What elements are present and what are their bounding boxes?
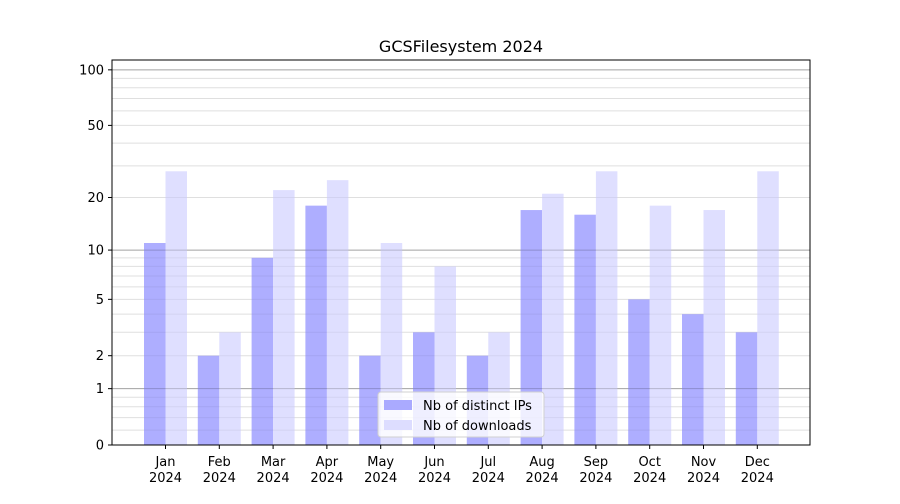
x-tick-label: 2024 — [364, 471, 397, 486]
x-tick-label: Jun — [423, 455, 444, 470]
y-tick-label: 2 — [96, 349, 104, 364]
bar-distinct-ips — [682, 314, 704, 445]
legend-box — [377, 391, 545, 438]
bar-downloads — [326, 180, 349, 445]
legend-label: Nb of downloads — [423, 419, 532, 434]
x-tick-label: May — [367, 455, 394, 470]
bar-distinct-ips — [197, 355, 220, 445]
x-tick-label: Aug — [529, 455, 554, 470]
x-tick-label: Apr — [316, 455, 339, 470]
x-tick-label: 2024 — [579, 471, 612, 486]
axes-frame — [111, 59, 811, 446]
x-tick-label: 2024 — [526, 471, 559, 486]
bar-downloads — [703, 210, 725, 445]
chart-title: GCSFilesystem 2024 — [379, 37, 543, 56]
x-tick-label: Jul — [479, 455, 496, 470]
x-tick-label: Jan — [154, 455, 175, 470]
x-tick-label: 2024 — [741, 471, 774, 486]
y-tick-label: 10 — [87, 244, 104, 259]
x-tick-label: 2024 — [203, 471, 236, 486]
bar-distinct-ips — [628, 299, 650, 445]
bar-downloads — [273, 190, 295, 445]
x-tick-label: 2024 — [257, 471, 290, 486]
bar-distinct-ips — [305, 205, 327, 445]
bar-distinct-ips — [359, 355, 381, 445]
bar-downloads — [542, 193, 564, 445]
x-tick-label: 2024 — [418, 471, 451, 486]
x-tick-label: 2024 — [687, 471, 720, 486]
bar-downloads — [649, 205, 672, 445]
x-tick-label: Feb — [208, 455, 231, 470]
y-tick-label: 50 — [87, 119, 104, 134]
y-tick-label: 20 — [87, 191, 104, 206]
y-tick-label: 0 — [96, 439, 104, 454]
bar-downloads — [165, 171, 187, 445]
legend: Nb of distinct IPs Nb of downloads — [377, 391, 545, 438]
bar-downloads — [595, 171, 618, 445]
y-tick-label: 5 — [96, 293, 104, 308]
x-tick-label: Mar — [261, 455, 286, 470]
bar-distinct-ips — [144, 243, 166, 445]
bar-distinct-ips — [574, 214, 596, 445]
bar-downloads — [757, 171, 779, 445]
y-tick-label: 100 — [79, 63, 104, 78]
legend-swatch — [384, 400, 412, 410]
x-tick-label: Oct — [638, 455, 660, 470]
x-tick-label: Nov — [691, 455, 717, 470]
bar-distinct-ips — [520, 210, 543, 445]
x-tick-label: 2024 — [633, 471, 666, 486]
bar-distinct-ips — [251, 257, 274, 445]
legend-label: Nb of distinct IPs — [423, 399, 532, 414]
y-tick-label: 1 — [96, 382, 104, 397]
x-tick-label: Sep — [584, 455, 609, 470]
bar-downloads — [219, 332, 241, 445]
x-tick-label: 2024 — [149, 471, 182, 486]
x-tick-label: 2024 — [472, 471, 505, 486]
x-tick-label: Dec — [745, 455, 770, 470]
bar-distinct-ips — [735, 332, 758, 445]
x-tick-label: 2024 — [310, 471, 343, 486]
legend-swatch — [384, 420, 412, 430]
